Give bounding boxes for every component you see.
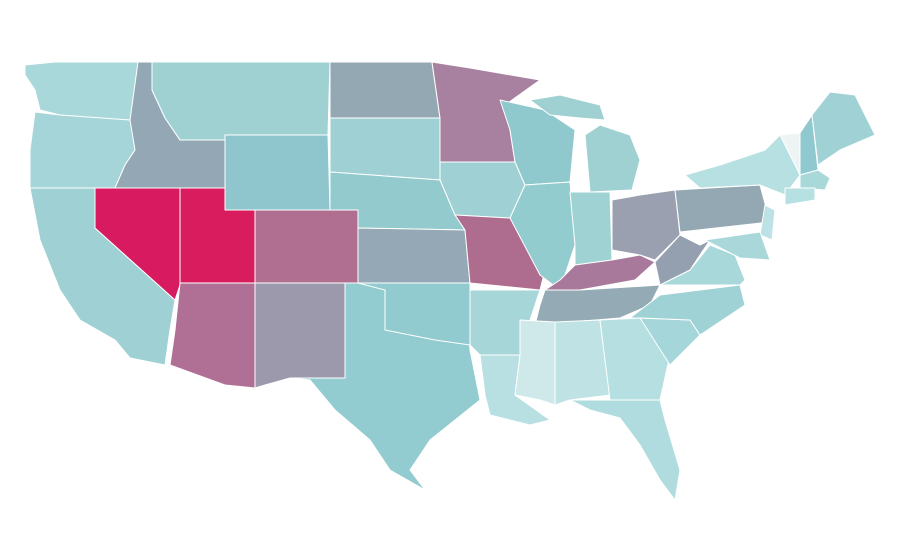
- states: [24, 61, 876, 501]
- region: [224, 134, 331, 211]
- region: [784, 187, 816, 206]
- region: [329, 61, 441, 119]
- region: [611, 189, 681, 261]
- region: [534, 284, 661, 326]
- region: [684, 134, 801, 196]
- region: [329, 117, 441, 181]
- region: [169, 282, 256, 389]
- region: [544, 254, 656, 291]
- region: [514, 319, 556, 406]
- region: [759, 204, 776, 241]
- region: [674, 184, 771, 233]
- region: [799, 169, 831, 191]
- region: [357, 227, 471, 284]
- region: [439, 161, 526, 219]
- region: [254, 209, 359, 284]
- region: [151, 61, 331, 141]
- region: [254, 282, 346, 389]
- region: [704, 231, 771, 261]
- region: [629, 284, 746, 336]
- region: [811, 91, 876, 166]
- region: [554, 319, 611, 406]
- region: [24, 61, 139, 121]
- region: [569, 399, 681, 501]
- region: [569, 191, 613, 266]
